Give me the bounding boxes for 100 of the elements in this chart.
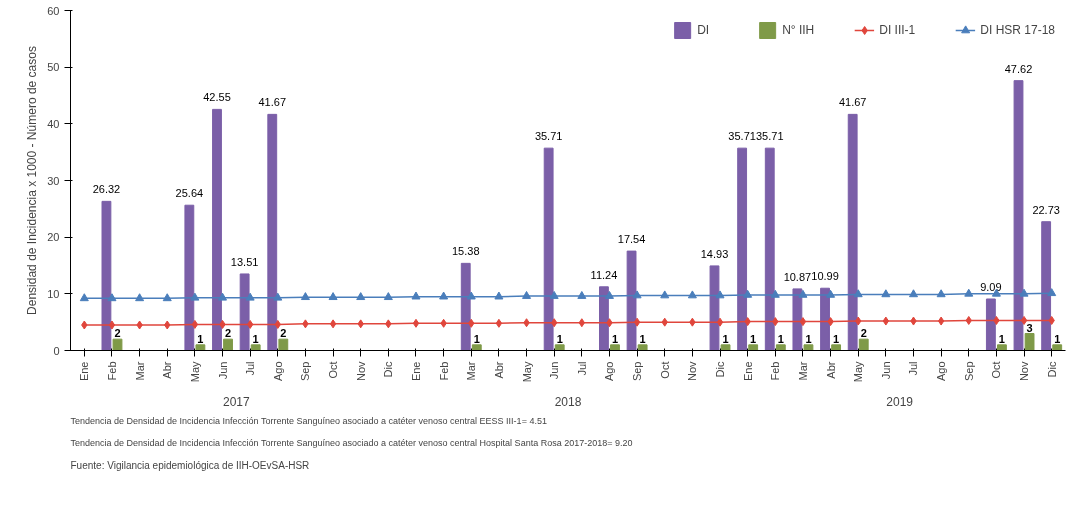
data-label: 1 (998, 332, 1005, 345)
x-tick-label: Ago (935, 361, 948, 382)
x-tick-label: Abr (161, 361, 174, 379)
data-label: 2 (860, 327, 867, 340)
data-label: 1 (833, 332, 840, 345)
x-tick-label: Dic (1045, 361, 1058, 378)
data-label: 2 (114, 327, 121, 340)
x-tick-label: Mar (796, 361, 809, 381)
bar (775, 344, 786, 351)
bar (720, 344, 731, 351)
x-tick-label: Ago (271, 361, 284, 382)
data-label: 2 (280, 327, 287, 340)
bar (101, 200, 112, 351)
bar (223, 338, 233, 351)
x-tick-label: Mar (133, 361, 146, 381)
bar (1024, 333, 1035, 351)
y-tick-label: 60 (47, 4, 60, 17)
bar (599, 286, 609, 351)
data-label: 9.09 (980, 280, 1002, 293)
bar (543, 147, 554, 351)
y-tick-label: 20 (47, 231, 60, 244)
x-tick-label: Nov (1018, 361, 1031, 382)
bar (184, 204, 195, 351)
bar (858, 338, 869, 351)
legend-label: N° IIH (782, 23, 815, 37)
text: 2019 (886, 394, 914, 409)
data-label: 25.64 (175, 187, 204, 200)
x-tick-label: May (188, 361, 201, 383)
bar (637, 344, 648, 351)
text: Tendencia de Densidad de Incidencia Infección Torrente Sanguíneo asociado a catéter venoso central Hospital Santa Rosa 2017-2018= 9.20 (70, 437, 633, 448)
x-tick-label: Jun (548, 361, 561, 380)
data-label: 1 (473, 332, 480, 345)
data-label: 47.62 (1004, 62, 1033, 75)
x-tick-label: Jun (216, 361, 229, 380)
bar (195, 344, 206, 351)
data-label: 1 (197, 332, 204, 345)
data-label: 1 (750, 332, 757, 345)
data-label: 15.38 (451, 245, 480, 258)
x-tick-label: Nov (686, 361, 699, 382)
bar (610, 344, 620, 351)
data-label: 17.54 (617, 233, 646, 246)
data-label: 1 (556, 332, 563, 345)
x-tick-label: Ago (603, 361, 616, 382)
data-label: 10.99 (811, 270, 839, 283)
y-axis-title: Densidad de Incidencia x 1000 - Número de casos (25, 46, 40, 315)
text: Tendencia de Densidad de Incidencia Infección Torrente Sanguíneo asociado a catéter venoso central EESS III-1= 4.51 (70, 415, 547, 426)
x-tick-label: Nov (354, 361, 367, 382)
text: 2017 (222, 394, 251, 409)
y-tick-label: 0 (53, 344, 60, 357)
bar (820, 287, 830, 351)
data-label: 35.71 (534, 130, 563, 143)
bar (1013, 80, 1024, 351)
bar (267, 113, 278, 351)
bar (831, 344, 842, 351)
x-tick-label: Jul (907, 361, 920, 376)
bar (554, 344, 565, 351)
bar (792, 288, 803, 351)
data-label: 41.67 (258, 96, 287, 109)
x-tick-label: Jun (879, 361, 892, 380)
legend-label: DI (697, 23, 711, 37)
legend-label: DI III-1 (879, 23, 916, 37)
x-tick-label: Feb (769, 361, 782, 381)
bar (737, 147, 748, 351)
data-label: 10.87 (783, 270, 812, 283)
text: 2018 (554, 394, 582, 409)
bar (985, 298, 996, 351)
bar (1052, 344, 1063, 351)
data-label: 1 (611, 332, 619, 345)
legend-label: DI HSR 17-18 (980, 23, 1055, 37)
bar (239, 273, 250, 351)
x-tick-label: May (852, 361, 865, 383)
x-tick-label: Ene (741, 361, 754, 382)
data-label: 1 (722, 332, 729, 345)
bar (997, 344, 1007, 351)
x-tick-label: Abr (492, 361, 505, 379)
x-tick-label: Mar (465, 361, 478, 381)
bar (112, 338, 123, 351)
bar (748, 344, 759, 351)
bar (1041, 221, 1052, 351)
data-label: 26.32 (92, 183, 121, 196)
bar (626, 250, 637, 351)
x-tick-label: Dic (714, 361, 727, 378)
x-tick-label: Feb (437, 361, 450, 381)
x-tick-label: Jul (575, 361, 588, 376)
x-tick-label: Jul (244, 361, 257, 376)
bar (250, 344, 261, 351)
bar (460, 262, 471, 351)
x-tick-label: Ene (409, 361, 422, 382)
data-label: 1 (639, 332, 646, 345)
data-label: 1 (805, 332, 812, 345)
y-tick-label: 40 (47, 117, 60, 130)
data-label: 35.71 (728, 130, 756, 143)
y-tick-label: 30 (47, 174, 60, 187)
x-tick-label: Abr (824, 361, 837, 379)
x-tick-label: May (520, 361, 533, 383)
bar (847, 113, 858, 351)
data-label: 35.71 (756, 130, 784, 143)
y-tick-label: 10 (47, 287, 60, 300)
data-label: 1 (252, 332, 259, 345)
bar (278, 338, 289, 351)
